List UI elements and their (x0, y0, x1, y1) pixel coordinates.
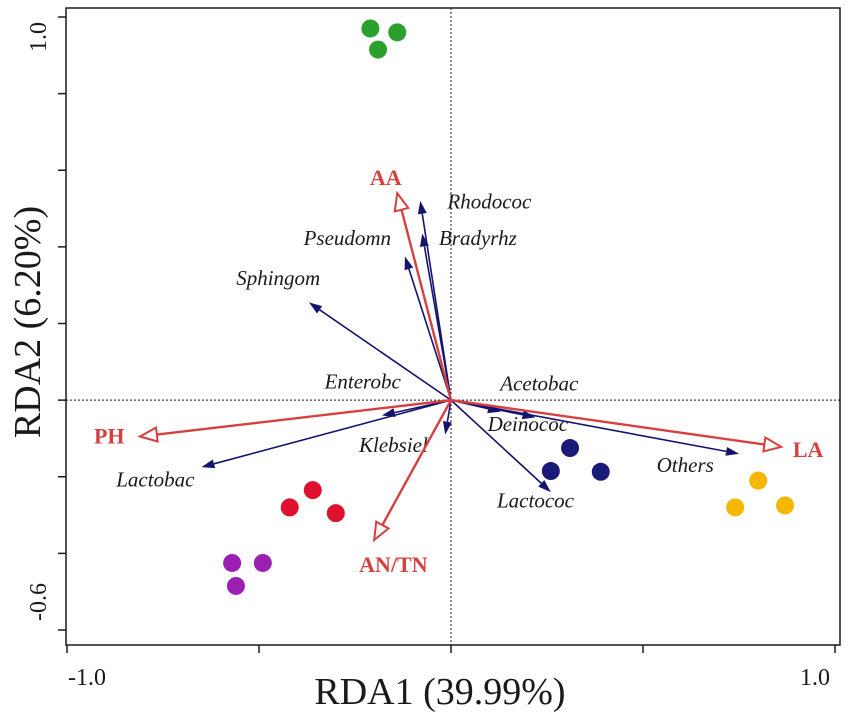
sample-point-g2-1 (223, 553, 242, 572)
env-arrow-an-tn (381, 399, 453, 526)
y-tick-label-min: -0.6 (26, 583, 52, 621)
env-arrow-aa (400, 209, 453, 401)
species-label-others: Others (657, 453, 714, 477)
sample-point-g5-1 (749, 471, 768, 490)
species-label-rhodococ: Rhodococ (446, 190, 532, 214)
sample-point-g1-2 (388, 23, 407, 42)
species-label-bradyrhz: Bradyrhz (439, 226, 517, 250)
species-arrowhead-rhodococ (417, 200, 427, 215)
env-label-aa: AA (370, 165, 402, 190)
env-label-la: LA (793, 437, 824, 462)
env-arrowhead-aa (393, 190, 410, 213)
species-label-acetobac: Acetobac (498, 372, 579, 396)
species-arrowhead-others (725, 446, 739, 456)
species-label-pseudomn: Pseudomn (303, 226, 392, 250)
sample-point-g1-3 (369, 40, 388, 59)
sample-point-g4-3 (591, 462, 610, 481)
env-arrowhead-an-tn (372, 520, 391, 543)
sample-point-g4-1 (561, 439, 580, 458)
sample-point-g3-2 (280, 498, 299, 517)
sample-point-g3-3 (326, 504, 345, 523)
species-arrow-klebsiel (446, 399, 452, 422)
y-tick-label-max: 1.0 (26, 22, 52, 52)
species-arrow-lactobac (213, 399, 452, 465)
species-arrowhead-sphingom (308, 302, 323, 314)
sample-point-g2-3 (226, 576, 245, 595)
sample-point-g4-2 (541, 462, 560, 481)
species-label-sphingom: Sphingom (236, 266, 320, 290)
env-arrowhead-la (762, 435, 784, 453)
sample-point-g2-2 (253, 553, 272, 572)
env-arrow-ph (156, 398, 452, 436)
env-label-an-tn: AN/TN (359, 552, 428, 577)
sample-point-g1-1 (361, 19, 380, 38)
species-label-klebsiel: Klebsiel (358, 433, 428, 457)
species-arrows: Rhodococ Bradyrhz Pseudomn Sphingom Enterobc… (115, 190, 739, 512)
species-arrowhead-enterobc (381, 408, 396, 418)
x-tick-label-max: 1.0 (800, 665, 830, 691)
species-arrowhead-lactobac (201, 459, 216, 469)
y-axis-title: RDA2 (6.20%) (7, 206, 49, 438)
env-arrow-la (450, 398, 765, 446)
species-arrow-bradyrhz (423, 246, 452, 401)
species-arrowhead-pseudomn (404, 256, 414, 271)
sample-points (223, 19, 795, 595)
sample-point-g5-3 (776, 496, 795, 515)
env-label-ph: PH (94, 424, 125, 449)
axis-ticks (58, 16, 836, 653)
x-axis-title: RDA1 (39.99%) (314, 671, 565, 713)
species-arrow-lactococ (450, 399, 542, 484)
species-arrowhead-lactococ (538, 479, 551, 493)
sample-point-g3-1 (303, 481, 322, 500)
species-label-lactobac: Lactobac (115, 467, 195, 491)
species-arrowhead-bradyrhz (419, 233, 429, 248)
environmental-arrows: AA PH LA AN/TN (94, 165, 824, 577)
species-label-enterobc: Enterobc (324, 370, 402, 394)
sample-point-g5-2 (726, 498, 745, 517)
env-arrowhead-ph (137, 425, 159, 443)
species-arrow-others (450, 399, 727, 453)
species-arrow-sphingom (319, 309, 452, 401)
plot-frame (65, 7, 841, 646)
species-arrowhead-klebsiel (442, 421, 452, 435)
x-tick-label-min: -1.0 (68, 665, 106, 691)
species-label-lactococ: Lactococ (496, 488, 575, 512)
species-arrow-pseudomn (408, 268, 452, 401)
